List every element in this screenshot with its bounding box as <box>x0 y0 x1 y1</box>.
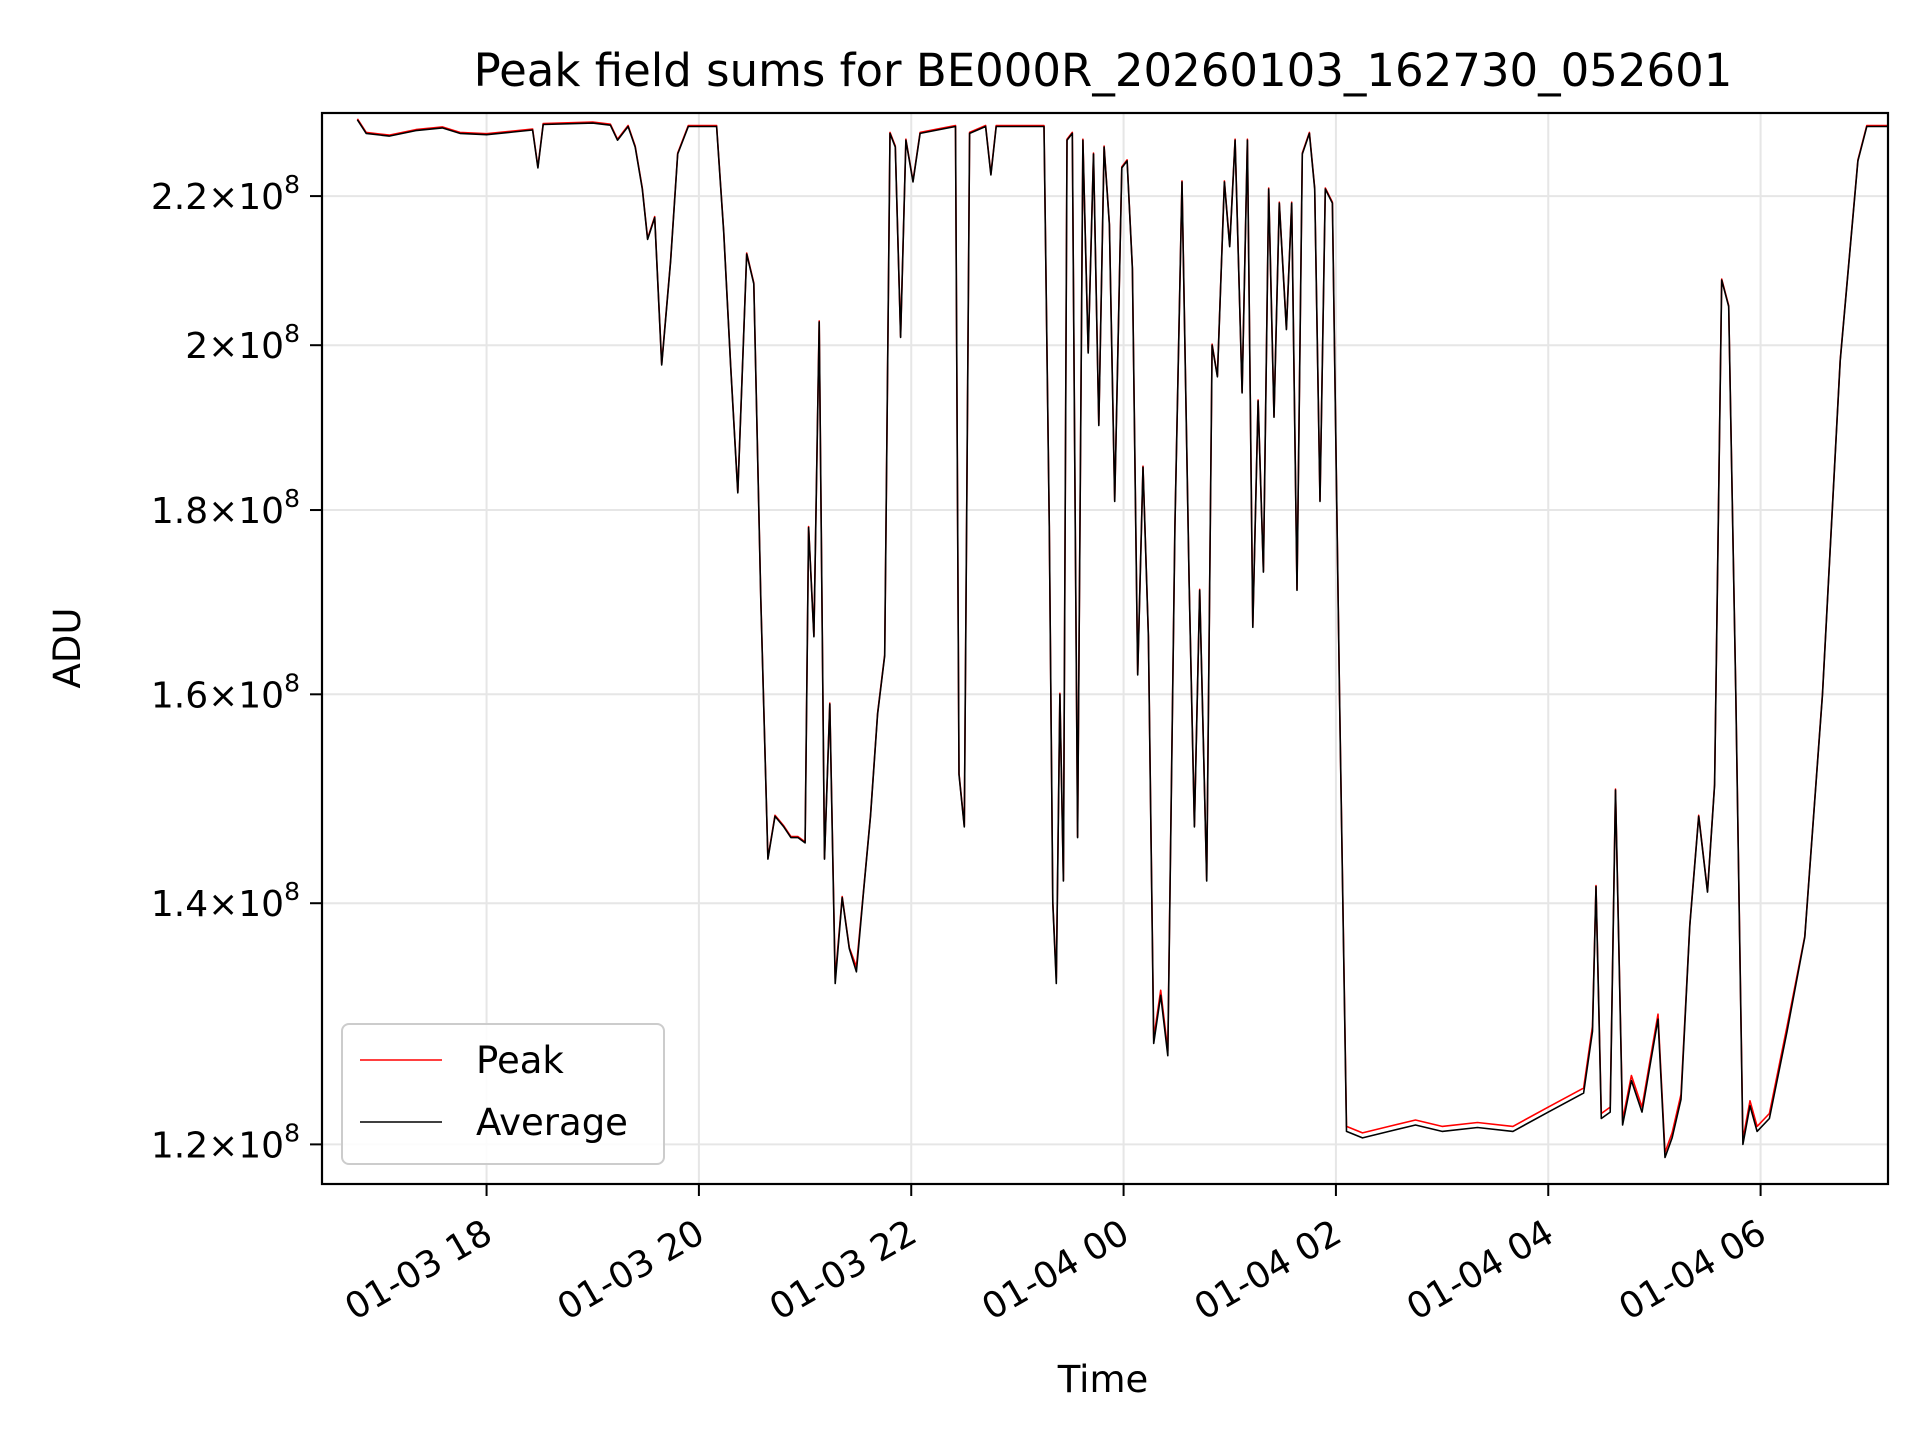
chart-title: Peak field sums for BE000R_20260103_1627… <box>474 44 1733 97</box>
x-axis-label: Time <box>1057 1358 1149 1401</box>
y-tick-label: 1.6×108 <box>151 668 300 716</box>
y-tick-label: 2×108 <box>185 319 300 367</box>
y-axis: 1.2×108 1.4×108 1.6×108 1.8×108 2×108 2.2×108 <box>151 170 322 1166</box>
average-line <box>356 119 1888 1159</box>
legend-box <box>341 1023 665 1165</box>
plot-frame <box>320 111 1890 1186</box>
y-tick-label: 1.8×108 <box>151 484 300 532</box>
y-axis-label: ADU <box>46 608 89 689</box>
legend: Peak Average <box>341 1023 665 1165</box>
legend-label-average: Average <box>476 1101 628 1144</box>
y-tick-label: 1.4×108 <box>151 877 300 925</box>
legend-label-peak: Peak <box>476 1039 564 1082</box>
average-series <box>356 119 1888 1159</box>
y-tick-label: 2.2×108 <box>151 170 300 218</box>
grid-lines <box>322 113 1888 1184</box>
y-tick-label: 1.2×108 <box>151 1118 300 1166</box>
